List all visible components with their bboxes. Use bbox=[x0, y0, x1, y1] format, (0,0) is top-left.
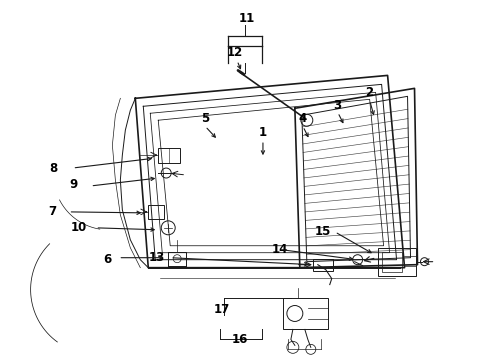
Text: 1: 1 bbox=[259, 126, 267, 139]
Bar bbox=[148, 205, 164, 219]
Bar bbox=[378, 248, 416, 276]
Text: 9: 9 bbox=[70, 179, 77, 192]
Text: 6: 6 bbox=[103, 253, 112, 266]
Bar bbox=[158, 148, 180, 163]
Bar bbox=[313, 259, 333, 271]
Text: 16: 16 bbox=[232, 333, 248, 346]
Text: 12: 12 bbox=[227, 46, 243, 59]
Text: 3: 3 bbox=[334, 99, 342, 112]
Text: 8: 8 bbox=[49, 162, 58, 175]
Text: 2: 2 bbox=[366, 86, 374, 99]
Text: 7: 7 bbox=[49, 205, 57, 219]
Text: 15: 15 bbox=[315, 225, 331, 238]
Text: 17: 17 bbox=[214, 303, 230, 316]
Text: 10: 10 bbox=[71, 221, 87, 234]
Text: 11: 11 bbox=[239, 12, 255, 25]
Text: 4: 4 bbox=[299, 112, 307, 125]
Text: 5: 5 bbox=[201, 112, 209, 125]
Bar bbox=[382, 252, 401, 272]
Bar bbox=[283, 298, 328, 329]
Text: 14: 14 bbox=[272, 243, 288, 256]
Text: 13: 13 bbox=[149, 251, 165, 264]
